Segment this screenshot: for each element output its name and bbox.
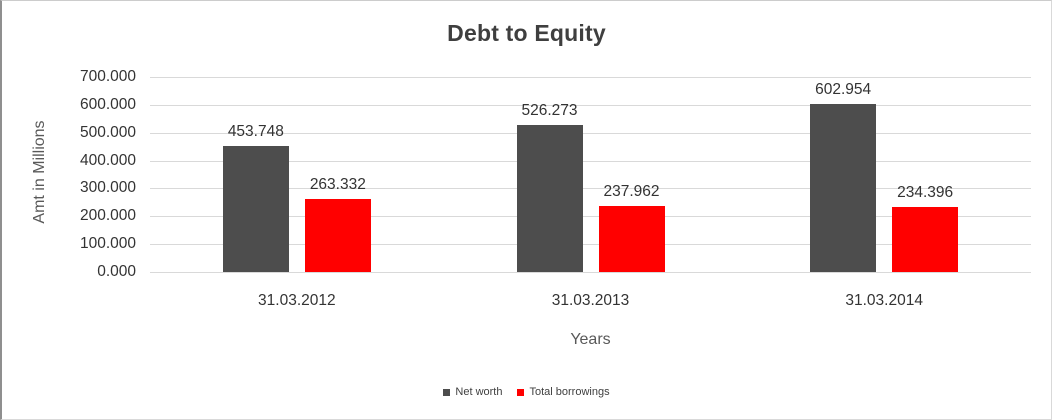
legend-swatch-icon <box>443 388 451 396</box>
bar-net-worth <box>810 104 877 272</box>
y-tick-label: 0.000 <box>97 263 136 280</box>
y-tick-label: 700.000 <box>79 68 136 85</box>
chart-title: Debt to Equity <box>447 20 606 46</box>
x-axis-title: Years <box>570 331 611 348</box>
legend-label: Total borrowings <box>529 386 610 398</box>
legend-item-net-worth: Net worth <box>443 386 502 398</box>
bar-total-borrowings <box>892 206 959 272</box>
data-label: 526.273 <box>521 102 578 120</box>
gridline <box>150 77 1031 78</box>
bar-net-worth <box>222 145 289 272</box>
data-label: 237.962 <box>603 182 660 200</box>
x-tick-label: 31.03.2012 <box>258 292 336 309</box>
legend: Net worth Total borrowings <box>2 386 1051 398</box>
y-tick-label: 600.000 <box>79 95 136 113</box>
y-tick-label: 500.000 <box>79 123 136 141</box>
y-tick-label: 300.000 <box>79 179 136 197</box>
bar-total-borrowings <box>598 205 665 272</box>
y-tick-label: 100.000 <box>79 235 136 253</box>
data-label: 263.332 <box>309 175 366 193</box>
y-tick-label: 400.000 <box>79 151 136 169</box>
x-tick-label: 31.03.2013 <box>551 292 630 309</box>
bar-total-borrowings <box>304 198 371 272</box>
data-label: 602.954 <box>815 81 872 99</box>
data-label: 453.748 <box>227 122 284 140</box>
legend-item-total-borrowings: Total borrowings <box>517 386 610 398</box>
gridline <box>150 272 1031 273</box>
data-label: 234.396 <box>897 183 954 201</box>
legend-label: Net worth <box>455 386 503 398</box>
bar-net-worth <box>516 125 583 272</box>
y-tick-label: 200.000 <box>79 207 136 225</box>
legend-swatch-icon <box>517 388 525 396</box>
x-tick-label: 31.03.2014 <box>845 292 923 309</box>
